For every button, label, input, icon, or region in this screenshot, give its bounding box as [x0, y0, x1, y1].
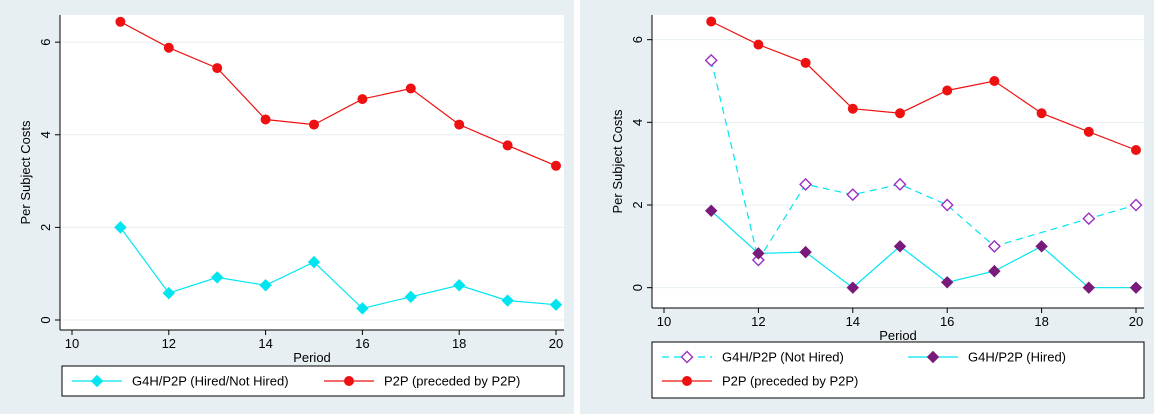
data-point	[799, 177, 813, 191]
data-point	[799, 245, 812, 259]
x-tick-label: 18	[1034, 314, 1048, 329]
series-line	[710, 20, 1137, 151]
data-point	[549, 298, 563, 311]
data-point	[1129, 281, 1143, 294]
data-point	[309, 119, 319, 130]
data-point	[895, 108, 905, 119]
data-point	[800, 57, 811, 68]
data-point	[1129, 198, 1143, 212]
data-point	[1082, 281, 1096, 294]
x-tick-label: 14	[846, 314, 860, 329]
data-point	[502, 140, 513, 151]
data-point	[1082, 212, 1096, 226]
legend-box	[651, 341, 1145, 399]
data-point	[1036, 108, 1047, 119]
data-point	[846, 281, 860, 294]
data-point	[751, 253, 765, 267]
chart-panel-left: 0 2 4 6 10 12 14 16 18 20 Period Per Subject Costs G…	[0, 0, 574, 414]
data-point	[356, 302, 369, 315]
legend-swatch-marker	[926, 350, 940, 364]
x-tick-label: 12	[162, 336, 176, 351]
legend-swatch-marker	[344, 376, 354, 386]
data-point	[210, 271, 224, 284]
chart-left: 0 2 4 6 10 12 14 16 18 20 Period Per Subject Costs G…	[0, 0, 574, 414]
y-tick-label: 2	[38, 224, 53, 231]
x-axis-title: Period	[293, 350, 331, 365]
x-tick-label: 12	[751, 314, 765, 329]
x-tick-label: 20	[1129, 314, 1143, 329]
chart-panel-right: 0 2 4 6 10 12 14 16 18 20 Period Per Subject Costs G…	[580, 0, 1154, 414]
x-tick-label: 10	[65, 336, 79, 351]
legend-box	[61, 365, 565, 397]
data-point	[989, 76, 1000, 86]
chart-right: 0 2 4 6 10 12 14 16 18 20 Period Per Subject Costs G…	[580, 0, 1154, 414]
data-point	[1035, 240, 1048, 253]
legend-swatch-marker	[682, 376, 692, 386]
data-point	[987, 239, 1001, 253]
data-point	[260, 114, 271, 125]
x-tick-label: 14	[258, 336, 272, 351]
legend-label: G4H/P2P (Hired)	[968, 350, 1066, 365]
legend-swatch-marker	[680, 350, 694, 364]
y-tick-label: 4	[630, 119, 645, 126]
y-axis-title: Per Subject Costs	[18, 120, 33, 225]
data-point	[706, 16, 717, 27]
data-point	[847, 103, 858, 114]
x-tick-label: 16	[355, 336, 369, 351]
x-tick-label: 10	[657, 314, 671, 329]
data-point	[307, 255, 321, 269]
data-point	[357, 94, 368, 105]
plot-area	[60, 15, 564, 330]
data-point	[940, 198, 954, 212]
data-point	[163, 42, 174, 53]
data-point	[114, 221, 127, 234]
data-point	[551, 160, 561, 171]
legend-label: P2P (preceded by P2P)	[384, 374, 520, 389]
x-axis-title: Period	[879, 328, 917, 343]
data-point	[752, 247, 765, 260]
data-point	[404, 290, 418, 304]
series-line	[710, 210, 1136, 289]
data-point	[212, 63, 223, 74]
series-line	[120, 21, 557, 167]
series-line	[119, 227, 557, 310]
data-point	[893, 177, 907, 191]
data-point	[115, 16, 126, 27]
x-tick-label: 18	[452, 336, 466, 351]
data-point	[704, 53, 718, 67]
data-point	[846, 188, 860, 202]
y-tick-label: 0	[38, 316, 53, 323]
y-axis-title: Per Subject Costs	[610, 109, 625, 214]
data-point	[988, 264, 1001, 278]
legend-swatch-marker	[90, 374, 104, 388]
data-point	[501, 294, 514, 307]
legend-label: G4H/P2P (Not Hired)	[722, 350, 844, 365]
data-point	[1083, 126, 1094, 137]
y-tick-label: 6	[38, 39, 53, 46]
legend-label: G4H/P2P (Hired/Not Hired)	[132, 374, 289, 389]
series-line	[710, 60, 1137, 262]
data-point	[940, 276, 954, 289]
data-point	[704, 204, 718, 217]
y-tick-label: 0	[630, 284, 645, 291]
data-point	[1131, 145, 1141, 156]
data-point	[452, 279, 466, 292]
x-tick-label: 20	[549, 336, 563, 351]
y-tick-label: 4	[38, 131, 53, 138]
y-tick-label: 2	[630, 201, 645, 208]
x-tick-label: 16	[940, 314, 954, 329]
legend-label: P2P (preceded by P2P)	[722, 374, 858, 389]
data-point	[942, 85, 953, 96]
data-point	[259, 279, 272, 292]
data-point	[893, 240, 907, 253]
data-point	[162, 286, 176, 300]
data-point	[405, 83, 416, 94]
data-point	[753, 39, 764, 50]
y-tick-label: 6	[630, 36, 645, 43]
plot-area	[652, 15, 1144, 308]
data-point	[454, 119, 465, 130]
